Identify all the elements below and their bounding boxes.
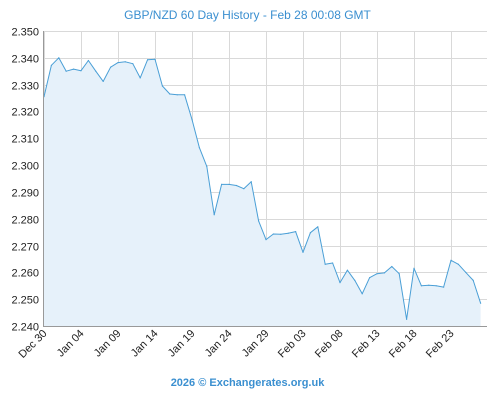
series-line <box>43 57 482 320</box>
data-point <box>472 279 474 281</box>
data-point <box>457 263 459 265</box>
series-area <box>43 57 482 327</box>
data-point <box>191 118 193 121</box>
data-point <box>58 57 60 59</box>
x-tick-label: Jan 29 <box>240 328 272 360</box>
y-tick-label: 2.340 <box>11 54 39 66</box>
data-point <box>332 262 334 264</box>
data-point <box>413 267 415 269</box>
data-point <box>198 147 200 149</box>
x-tick-label: Jan 24 <box>203 328 235 360</box>
data-point <box>295 231 297 233</box>
data-point <box>450 259 452 261</box>
data-point <box>383 272 385 274</box>
data-point <box>124 61 126 63</box>
x-tick-label: Jan 14 <box>129 328 161 360</box>
data-point <box>398 273 400 275</box>
y-tick-label: 2.250 <box>11 295 39 307</box>
data-point <box>110 66 112 68</box>
data-point <box>235 184 237 187</box>
y-tick-label: 2.270 <box>11 242 39 254</box>
data-point <box>317 226 319 228</box>
data-point <box>391 265 393 268</box>
data-point <box>480 302 482 304</box>
x-tick-label: Feb 08 <box>313 328 346 361</box>
x-tick-label: Jan 04 <box>55 328 87 360</box>
data-point <box>376 273 378 275</box>
y-tick-label: 2.290 <box>11 188 39 200</box>
axes <box>43 31 487 327</box>
y-tick-label: 2.350 <box>11 27 39 39</box>
data-point <box>65 70 67 72</box>
data-point <box>80 70 82 72</box>
data-point <box>228 183 230 185</box>
data-point <box>95 70 97 72</box>
data-point <box>87 59 89 62</box>
copyright-footer[interactable]: 2026 © Exchangerates.org.uk <box>170 377 325 389</box>
chart-title: GBP/NZD 60 Day History - Feb 28 00:08 GM… <box>124 8 371 22</box>
data-point <box>302 251 304 253</box>
data-point <box>250 181 252 183</box>
data-point <box>169 93 171 95</box>
x-tick-label: Feb 18 <box>387 328 420 361</box>
data-point <box>50 64 53 66</box>
data-point <box>221 183 223 185</box>
data-point <box>147 59 149 61</box>
data-point <box>465 271 467 273</box>
y-tick-label: 2.300 <box>11 161 39 173</box>
data-point <box>265 239 267 241</box>
data-point <box>213 214 215 216</box>
data-point <box>406 318 408 320</box>
data-point <box>339 282 341 284</box>
data-point <box>258 220 260 222</box>
data-point <box>287 232 289 234</box>
data-point <box>354 279 356 281</box>
data-point <box>361 293 363 295</box>
data-point <box>154 58 156 60</box>
data-point <box>132 63 134 65</box>
x-tick-label: Feb 23 <box>424 328 457 361</box>
data-point <box>309 232 311 234</box>
y-tick-label: 2.280 <box>11 215 39 227</box>
data-point <box>176 94 178 96</box>
data-point <box>184 94 186 96</box>
y-tick-label: 2.240 <box>11 322 39 334</box>
data-point <box>280 233 282 235</box>
x-tick-label: Feb 13 <box>350 328 383 361</box>
y-tick-label: 2.320 <box>11 107 39 119</box>
x-tick-label: Feb 03 <box>276 328 309 361</box>
data-point <box>428 284 430 286</box>
data-point <box>324 263 326 265</box>
data-point <box>346 269 348 271</box>
y-tick-labels: 2.240 2.250 2.260 2.270 2.280 2.290 2.300 2.310… <box>11 27 39 334</box>
data-point <box>161 85 163 87</box>
x-tick-label: Jan 19 <box>166 328 198 360</box>
data-point <box>435 285 437 287</box>
data-point <box>243 188 245 190</box>
data-point <box>139 77 141 79</box>
data-point <box>73 68 75 70</box>
data-point <box>443 286 445 288</box>
data-point <box>272 233 274 235</box>
data-point <box>369 277 371 279</box>
series-fill <box>44 57 481 327</box>
x-tick-label: Jan 09 <box>92 328 124 360</box>
x-tick-labels: Dec 30 Jan 04 Jan 09 Jan 14 Jan 19 Jan 24 Jan … <box>16 328 456 361</box>
data-point <box>117 62 119 64</box>
data-point <box>420 285 422 287</box>
y-tick-label: 2.310 <box>11 134 39 146</box>
data-point <box>102 80 104 82</box>
y-tick-label: 2.260 <box>11 268 39 280</box>
data-point <box>206 165 208 167</box>
y-tick-label: 2.330 <box>11 81 39 93</box>
